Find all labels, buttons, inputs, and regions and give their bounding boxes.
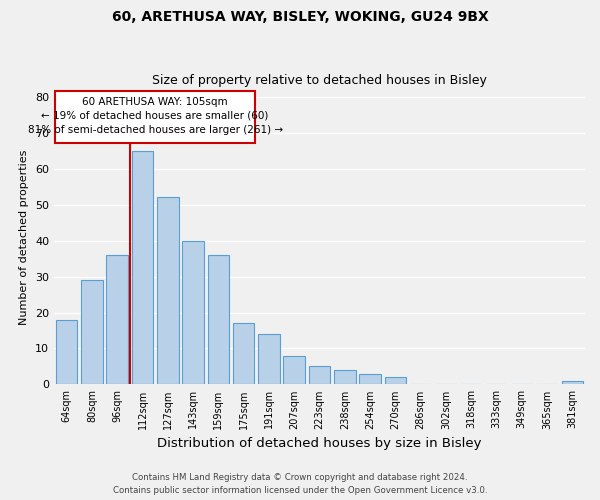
- X-axis label: Distribution of detached houses by size in Bisley: Distribution of detached houses by size …: [157, 437, 482, 450]
- Text: 60 ARETHUSA WAY: 105sqm
← 19% of detached houses are smaller (60)
81% of semi-de: 60 ARETHUSA WAY: 105sqm ← 19% of detache…: [28, 96, 283, 134]
- Bar: [132, 150, 153, 384]
- Bar: [81, 280, 103, 384]
- Bar: [283, 356, 305, 384]
- Bar: [359, 374, 381, 384]
- Title: Size of property relative to detached houses in Bisley: Size of property relative to detached ho…: [152, 74, 487, 87]
- Y-axis label: Number of detached properties: Number of detached properties: [19, 150, 29, 324]
- Bar: [208, 255, 229, 384]
- Bar: [182, 240, 204, 384]
- Bar: [385, 377, 406, 384]
- FancyBboxPatch shape: [55, 92, 255, 144]
- Bar: [562, 381, 583, 384]
- Bar: [334, 370, 356, 384]
- Text: Contains HM Land Registry data © Crown copyright and database right 2024.
Contai: Contains HM Land Registry data © Crown c…: [113, 473, 487, 495]
- Text: 60, ARETHUSA WAY, BISLEY, WOKING, GU24 9BX: 60, ARETHUSA WAY, BISLEY, WOKING, GU24 9…: [112, 10, 488, 24]
- Bar: [233, 324, 254, 384]
- Bar: [56, 320, 77, 384]
- Bar: [157, 198, 179, 384]
- Bar: [258, 334, 280, 384]
- Bar: [106, 255, 128, 384]
- Bar: [309, 366, 330, 384]
